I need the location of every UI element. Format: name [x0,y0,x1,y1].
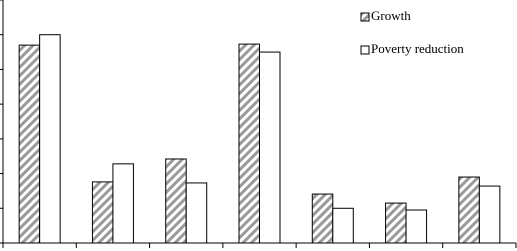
legend-label: Poverty reduction [371,41,464,56]
bar [478,185,501,244]
bar [165,158,187,244]
bar [311,193,334,244]
legend-label: Growth [371,8,411,23]
bar [185,182,208,244]
bar [458,176,480,244]
bar [18,44,41,244]
bar [91,181,114,244]
legend-swatch [360,12,370,22]
bar [259,51,281,244]
legend-swatch [360,45,370,55]
bar [332,207,354,244]
bar [405,209,428,244]
bar [112,163,134,244]
bar [238,43,260,244]
bar [385,202,407,244]
bar [39,34,61,244]
